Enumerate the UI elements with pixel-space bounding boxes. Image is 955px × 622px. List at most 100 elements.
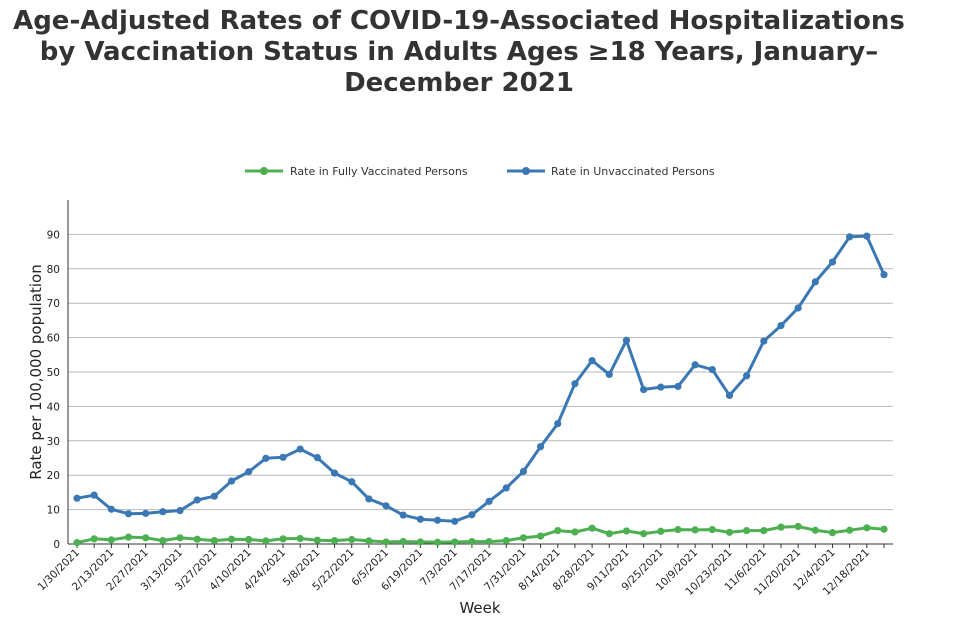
data-point-rate-in-fully-vaccinated-persons-2-13-2021[interactable] <box>107 536 115 544</box>
data-point-rate-in-unvaccinated-persons-5-1-2021[interactable] <box>296 445 304 453</box>
data-point-rate-in-unvaccinated-persons-8-7-2021[interactable] <box>536 443 545 451</box>
data-point-rate-in-unvaccinated-persons-9-18-2021[interactable] <box>640 385 648 394</box>
data-point-rate-in-fully-vaccinated-persons-10-30-2021[interactable] <box>743 526 751 535</box>
data-point-rate-in-fully-vaccinated-persons-9-25-2021[interactable] <box>657 527 665 535</box>
data-point-rate-in-unvaccinated-persons-12-11-2021[interactable] <box>846 233 854 241</box>
data-point-rate-in-fully-vaccinated-persons-12-18-2021[interactable] <box>863 524 871 532</box>
data-point-rate-in-fully-vaccinated-persons-10-9-2021[interactable] <box>691 526 699 534</box>
data-point-rate-in-unvaccinated-persons-5-15-2021[interactable] <box>330 469 339 477</box>
data-point-rate-in-fully-vaccinated-persons-11-13-2021[interactable] <box>777 523 785 531</box>
data-point-rate-in-unvaccinated-persons-11-6-2021[interactable] <box>760 337 768 345</box>
data-point-rate-in-fully-vaccinated-persons-3-27-2021[interactable] <box>210 536 218 545</box>
data-point-rate-in-unvaccinated-persons-8-28-2021[interactable] <box>588 357 596 365</box>
data-point-rate-in-unvaccinated-persons-2-13-2021[interactable] <box>107 505 115 513</box>
data-point-rate-in-fully-vaccinated-persons-9-18-2021[interactable] <box>640 530 648 538</box>
data-point-rate-in-unvaccinated-persons-4-24-2021[interactable] <box>279 453 287 461</box>
data-point-rate-in-unvaccinated-persons-6-12-2021[interactable] <box>399 511 407 519</box>
data-point-rate-in-unvaccinated-persons-1-30-2021[interactable] <box>73 494 81 502</box>
data-point-rate-in-unvaccinated-persons-10-9-2021[interactable] <box>691 361 699 369</box>
data-point-rate-in-unvaccinated-persons-11-13-2021[interactable] <box>777 321 785 330</box>
data-point-rate-in-unvaccinated-persons-8-21-2021[interactable] <box>571 380 579 388</box>
data-point-rate-in-unvaccinated-persons-3-20-2021[interactable] <box>193 496 201 504</box>
data-point-rate-in-unvaccinated-persons-5-29-2021[interactable] <box>365 495 373 503</box>
data-point-rate-in-fully-vaccinated-persons-4-10-2021[interactable] <box>245 535 253 544</box>
data-point-rate-in-unvaccinated-persons-5-22-2021[interactable] <box>348 478 356 486</box>
data-point-rate-in-fully-vaccinated-persons-2-27-2021[interactable] <box>142 534 150 542</box>
legend-item-rate-in-unvaccinated-persons[interactable]: Rate in Unvaccinated Persons <box>507 165 715 178</box>
data-point-rate-in-fully-vaccinated-persons-7-10-2021[interactable] <box>468 537 476 546</box>
data-point-rate-in-fully-vaccinated-persons-5-29-2021[interactable] <box>365 537 373 545</box>
data-point-rate-in-fully-vaccinated-persons-6-12-2021[interactable] <box>399 537 407 546</box>
data-point-rate-in-unvaccinated-persons-5-8-2021[interactable] <box>313 454 321 462</box>
data-point-rate-in-fully-vaccinated-persons-7-3-2021[interactable] <box>451 538 459 546</box>
data-point-rate-in-unvaccinated-persons-7-10-2021[interactable] <box>468 511 476 519</box>
data-point-rate-in-unvaccinated-persons-7-17-2021[interactable] <box>485 497 493 505</box>
data-point-rate-in-unvaccinated-persons-3-6-2021[interactable] <box>159 508 167 516</box>
data-point-rate-in-fully-vaccinated-persons-6-19-2021[interactable] <box>416 538 425 546</box>
data-point-rate-in-fully-vaccinated-persons-12-11-2021[interactable] <box>846 526 854 534</box>
data-point-rate-in-unvaccinated-persons-6-5-2021[interactable] <box>382 502 390 510</box>
data-point-rate-in-unvaccinated-persons-8-14-2021[interactable] <box>554 420 562 428</box>
data-point-rate-in-fully-vaccinated-persons-3-6-2021[interactable] <box>159 536 167 545</box>
data-point-rate-in-fully-vaccinated-persons-3-20-2021[interactable] <box>193 535 201 543</box>
data-point-rate-in-fully-vaccinated-persons-8-28-2021[interactable] <box>588 524 596 532</box>
data-point-rate-in-unvaccinated-persons-12-25-2021[interactable] <box>880 271 888 279</box>
data-point-rate-in-fully-vaccinated-persons-2-20-2021[interactable] <box>124 533 133 541</box>
data-point-rate-in-fully-vaccinated-persons-12-25-2021[interactable] <box>880 525 888 533</box>
data-point-rate-in-fully-vaccinated-persons-4-24-2021[interactable] <box>279 535 287 543</box>
data-point-rate-in-fully-vaccinated-persons-7-17-2021[interactable] <box>485 537 493 546</box>
data-point-rate-in-unvaccinated-persons-10-2-2021[interactable] <box>674 382 682 391</box>
data-point-rate-in-unvaccinated-persons-12-18-2021[interactable] <box>863 232 871 240</box>
data-point-rate-in-fully-vaccinated-persons-11-27-2021[interactable] <box>811 526 819 534</box>
data-point-rate-in-fully-vaccinated-persons-10-2-2021[interactable] <box>674 525 682 534</box>
data-point-rate-in-fully-vaccinated-persons-4-17-2021[interactable] <box>262 537 270 545</box>
data-point-rate-in-fully-vaccinated-persons-6-5-2021[interactable] <box>382 538 390 546</box>
data-point-rate-in-fully-vaccinated-persons-12-4-2021[interactable] <box>828 529 837 537</box>
data-point-rate-in-unvaccinated-persons-3-27-2021[interactable] <box>210 492 218 500</box>
data-point-rate-in-fully-vaccinated-persons-4-3-2021[interactable] <box>227 535 236 543</box>
data-point-rate-in-unvaccinated-persons-11-27-2021[interactable] <box>811 278 819 286</box>
data-point-rate-in-fully-vaccinated-persons-10-23-2021[interactable] <box>725 528 734 536</box>
data-point-rate-in-fully-vaccinated-persons-3-13-2021[interactable] <box>176 534 184 542</box>
data-point-rate-in-unvaccinated-persons-2-20-2021[interactable] <box>124 510 133 518</box>
data-point-rate-in-fully-vaccinated-persons-8-7-2021[interactable] <box>536 532 545 540</box>
data-point-rate-in-fully-vaccinated-persons-8-14-2021[interactable] <box>554 526 562 535</box>
data-point-rate-in-unvaccinated-persons-2-6-2021[interactable] <box>90 491 98 499</box>
data-point-rate-in-fully-vaccinated-persons-9-11-2021[interactable] <box>622 527 631 535</box>
data-point-rate-in-unvaccinated-persons-10-16-2021[interactable] <box>708 365 716 374</box>
data-point-rate-in-unvaccinated-persons-7-3-2021[interactable] <box>451 517 459 525</box>
legend-swatch-marker <box>260 167 268 175</box>
legend-item-rate-in-fully-vaccinated-persons[interactable]: Rate in Fully Vaccinated Persons <box>245 165 468 178</box>
data-point-rate-in-unvaccinated-persons-10-30-2021[interactable] <box>743 372 751 380</box>
data-point-rate-in-fully-vaccinated-persons-6-26-2021[interactable] <box>433 538 442 546</box>
data-point-rate-in-fully-vaccinated-persons-5-1-2021[interactable] <box>296 534 304 543</box>
data-point-rate-in-fully-vaccinated-persons-7-31-2021[interactable] <box>519 534 528 542</box>
data-point-rate-in-fully-vaccinated-persons-7-24-2021[interactable] <box>502 536 510 545</box>
data-point-rate-in-unvaccinated-persons-9-25-2021[interactable] <box>657 383 665 391</box>
data-point-rate-in-fully-vaccinated-persons-11-20-2021[interactable] <box>794 522 802 531</box>
legend[interactable]: Rate in Fully Vaccinated Persons Rate in … <box>245 165 715 178</box>
data-point-rate-in-unvaccinated-persons-7-24-2021[interactable] <box>502 484 510 492</box>
data-point-rate-in-fully-vaccinated-persons-1-30-2021[interactable] <box>73 539 81 547</box>
data-point-rate-in-unvaccinated-persons-12-4-2021[interactable] <box>828 258 837 266</box>
data-point-rate-in-unvaccinated-persons-11-20-2021[interactable] <box>794 304 802 312</box>
data-point-rate-in-unvaccinated-persons-4-3-2021[interactable] <box>227 477 236 485</box>
data-point-rate-in-fully-vaccinated-persons-9-4-2021[interactable] <box>605 530 613 538</box>
data-point-rate-in-unvaccinated-persons-4-17-2021[interactable] <box>262 454 270 462</box>
data-point-rate-in-fully-vaccinated-persons-2-6-2021[interactable] <box>90 535 98 543</box>
data-point-rate-in-unvaccinated-persons-9-11-2021[interactable] <box>622 336 631 344</box>
data-point-rate-in-unvaccinated-persons-3-13-2021[interactable] <box>176 507 184 515</box>
data-point-rate-in-unvaccinated-persons-7-31-2021[interactable] <box>519 467 528 476</box>
data-point-rate-in-fully-vaccinated-persons-5-15-2021[interactable] <box>330 536 339 545</box>
data-point-rate-in-unvaccinated-persons-10-23-2021[interactable] <box>725 391 734 399</box>
data-point-rate-in-fully-vaccinated-persons-10-16-2021[interactable] <box>708 525 716 534</box>
data-point-rate-in-unvaccinated-persons-6-19-2021[interactable] <box>416 515 425 523</box>
data-point-rate-in-fully-vaccinated-persons-8-21-2021[interactable] <box>571 528 579 536</box>
data-point-rate-in-unvaccinated-persons-6-26-2021[interactable] <box>433 516 442 524</box>
data-point-rate-in-fully-vaccinated-persons-5-22-2021[interactable] <box>348 535 356 544</box>
data-point-rate-in-fully-vaccinated-persons-5-8-2021[interactable] <box>313 536 321 544</box>
data-point-rate-in-unvaccinated-persons-4-10-2021[interactable] <box>245 468 253 476</box>
data-point-rate-in-unvaccinated-persons-2-27-2021[interactable] <box>142 509 150 517</box>
data-point-rate-in-unvaccinated-persons-9-4-2021[interactable] <box>605 370 613 379</box>
data-point-rate-in-fully-vaccinated-persons-11-6-2021[interactable] <box>760 526 768 535</box>
